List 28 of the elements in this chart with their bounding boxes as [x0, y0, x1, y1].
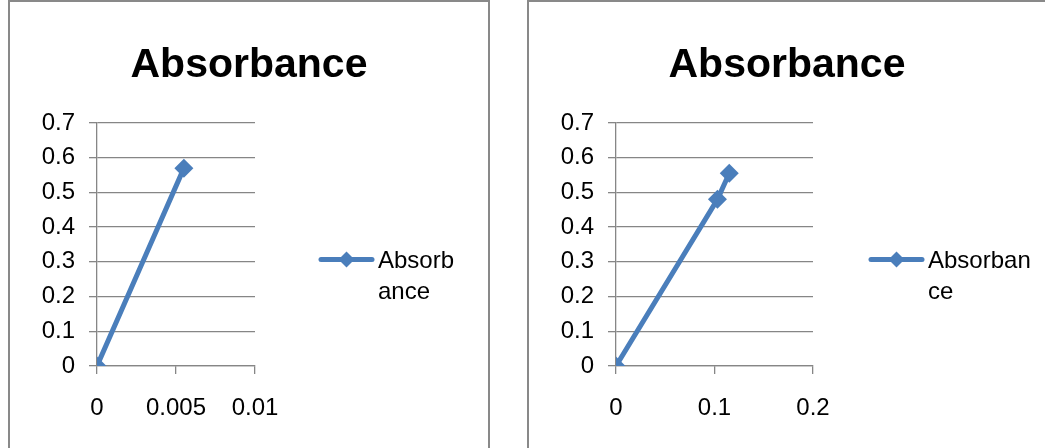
y-tick-label: 0	[580, 350, 594, 378]
y-tick-label: 0.2	[560, 281, 594, 309]
y-tick-label: 0.4	[560, 211, 594, 239]
x-tick-label: 0	[609, 393, 623, 421]
x-tick-label: 0	[90, 393, 104, 421]
point	[719, 163, 739, 183]
y-tick-label: 0	[61, 350, 75, 378]
y-tick-label: 0.1	[41, 315, 75, 343]
x-tick-label: 0.1	[697, 393, 732, 421]
x-tick-label: 0.005	[145, 393, 207, 421]
chart-title: Absorbance	[129, 39, 369, 87]
y-tick-label: 0.6	[41, 142, 75, 170]
legend-label: Absorbance	[378, 244, 456, 306]
y-tick-label: 0.7	[560, 107, 594, 135]
y-tick-label: 0.4	[41, 211, 75, 239]
chart-title: Absorbance	[667, 39, 907, 87]
y-tick-label: 0.3	[560, 246, 594, 274]
y-tick-label: 0.3	[41, 246, 75, 274]
x-tick-label: 0.01	[231, 393, 279, 421]
x-tick-label: 0.2	[796, 393, 830, 421]
y-tick-label: 0.2	[41, 281, 75, 309]
y-tick-label: 0.6	[560, 142, 594, 170]
y-tick-label: 0.5	[560, 177, 594, 205]
y-tick-label: 0.1	[560, 315, 594, 343]
y-tick-label: 0.7	[41, 107, 75, 135]
y-tick-label: 0.5	[41, 177, 75, 205]
legend-label: Absorbance	[928, 244, 1032, 306]
point	[707, 189, 727, 209]
